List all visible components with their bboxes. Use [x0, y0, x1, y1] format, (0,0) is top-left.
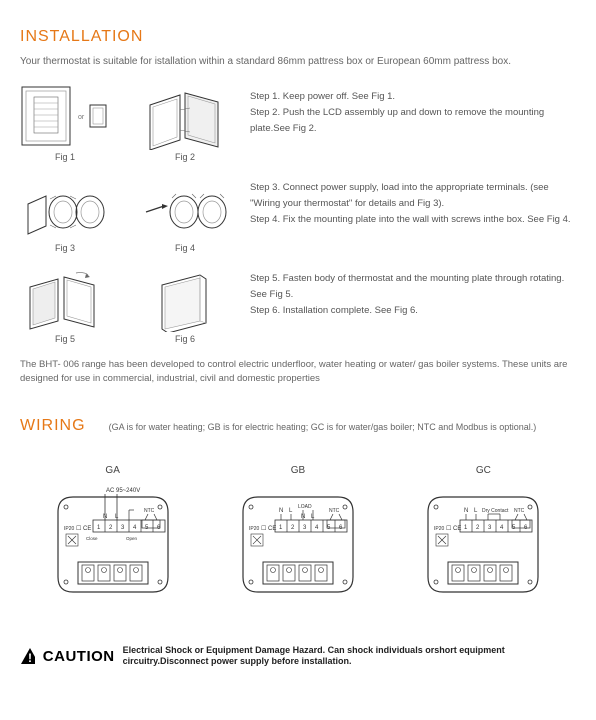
svg-text:3: 3 [121, 525, 125, 531]
steps-3: Step 5. Fasten body of thermostat and th… [250, 267, 576, 319]
wiring-ga: GA IP20 ☐ CE AC 95~240V N L NTC Close [38, 465, 188, 615]
svg-text:☐ CE: ☐ CE [446, 525, 461, 532]
svg-text:IP20: IP20 [64, 526, 75, 532]
wiring-diagrams: GA IP20 ☐ CE AC 95~240V N L NTC Close [20, 465, 576, 615]
fig4: Fig 4 [140, 176, 230, 253]
caution-text: Electrical Shock or Equipment Damage Haz… [123, 645, 576, 668]
svg-text:AC 95~240V: AC 95~240V [106, 488, 140, 494]
fig2: Fig 2 [140, 85, 230, 162]
svg-text:4: 4 [315, 525, 319, 531]
svg-text:4: 4 [133, 525, 137, 531]
svg-text:☐ CE: ☐ CE [76, 525, 91, 532]
fig3: Fig 3 [20, 176, 110, 253]
installation-intro: Your thermostat is suitable for istallat… [20, 56, 576, 67]
svg-text:NTC: NTC [329, 508, 340, 514]
wiring-heading: WIRING (GA is for water heating; GB is f… [20, 417, 576, 435]
step-text: Step 1. Keep power off. See Fig 1. [250, 89, 576, 105]
fig6: Fig 6 [140, 267, 230, 344]
installation-title: INSTALLATION [20, 28, 576, 46]
svg-text:NTC: NTC [144, 508, 155, 514]
install-row-3: Fig 5 Fig 6 Step 5. Fasten body of therm… [20, 267, 576, 344]
wiring-gc: GC IP20 ☐ CE N L Dry Contact NTC [408, 465, 558, 615]
svg-text:N: N [103, 514, 107, 520]
wiring-ga-label: GA [38, 465, 188, 476]
svg-text:1: 1 [97, 525, 101, 531]
svg-text:1: 1 [464, 525, 468, 531]
install-row-2: Fig 3 Fig 4 Step 3. Connect [20, 176, 576, 253]
caution-label: CAUTION [43, 648, 115, 665]
steps-1: Step 1. Keep power off. See Fig 1. Step … [250, 85, 576, 137]
install-row-1: or Fig 1 Fig 2 Step 1. Keep power off. S [20, 85, 576, 162]
svg-text:NTC: NTC [514, 508, 525, 514]
svg-text:Open: Open [126, 536, 138, 541]
wiring-subtitle: (GA is for water heating; GB is for elec… [109, 422, 537, 432]
svg-text:3: 3 [488, 525, 492, 531]
svg-text:Close: Close [86, 536, 98, 541]
svg-text:Dry Contact: Dry Contact [482, 508, 509, 514]
caution-block: ! CAUTION Electrical Shock or Equipment … [20, 645, 576, 668]
step-text: Step 4. Fix the mounting plate into the … [250, 212, 576, 228]
svg-text:LOAD: LOAD [298, 504, 312, 510]
fig2-label: Fig 2 [140, 152, 230, 162]
svg-text:IP20: IP20 [249, 526, 260, 532]
fig5-label: Fig 5 [20, 334, 110, 344]
fig3-label: Fig 3 [20, 243, 110, 253]
steps-2: Step 3. Connect power supply, load into … [250, 176, 576, 228]
fig1: or Fig 1 [20, 85, 110, 162]
svg-text:L: L [115, 514, 119, 520]
svg-text:4: 4 [500, 525, 504, 531]
step-text: Step 5. Fasten body of thermostat and th… [250, 271, 576, 303]
svg-text:N: N [279, 508, 283, 514]
fig4-label: Fig 4 [140, 243, 230, 253]
installation-note: The BHT- 006 range has been developed to… [20, 358, 576, 387]
svg-text:or: or [78, 114, 85, 121]
svg-text:1: 1 [279, 525, 283, 531]
svg-text:N: N [464, 508, 468, 514]
step-text: Step 3. Connect power supply, load into … [250, 180, 576, 212]
svg-text:L: L [289, 508, 293, 514]
svg-text:☐ CE: ☐ CE [261, 525, 276, 532]
step-text: Step 6. Installation complete. See Fig 6… [250, 303, 576, 319]
svg-text:2: 2 [291, 525, 295, 531]
warning-icon: ! [20, 647, 35, 665]
svg-text:2: 2 [109, 525, 113, 531]
wiring-gc-label: GC [408, 465, 558, 476]
fig1-label: Fig 1 [20, 152, 110, 162]
wiring-gb-label: GB [223, 465, 373, 476]
step-text: Step 2. Push the LCD assembly up and dow… [250, 105, 576, 137]
svg-text:L: L [474, 508, 478, 514]
svg-text:!: ! [28, 651, 32, 665]
svg-text:IP20: IP20 [434, 526, 445, 532]
fig6-label: Fig 6 [140, 334, 230, 344]
svg-text:2: 2 [476, 525, 480, 531]
fig5: Fig 5 [20, 267, 110, 344]
svg-text:6: 6 [157, 525, 161, 531]
wiring-title: WIRING [20, 417, 86, 434]
svg-text:3: 3 [303, 525, 307, 531]
wiring-gb: GB IP20 ☐ CE N L LOAD N L NTC [223, 465, 373, 615]
